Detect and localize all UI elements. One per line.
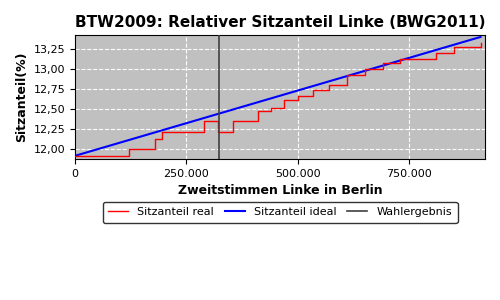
Sitzanteil ideal bbox=[267, 97, 273, 101]
Sitzanteil ideal bbox=[404, 57, 410, 60]
Sitzanteil ideal bbox=[314, 83, 320, 87]
Y-axis label: Sitzanteil(%): Sitzanteil(%) bbox=[15, 52, 28, 142]
Title: BTW2009: Relativer Sitzanteil Linke (BWG2011): BTW2009: Relativer Sitzanteil Linke (BWG… bbox=[75, 15, 486, 30]
Line: Sitzanteil real: Sitzanteil real bbox=[75, 44, 480, 156]
Sitzanteil ideal bbox=[264, 98, 270, 101]
Sitzanteil real bbox=[230, 119, 236, 123]
Sitzanteil real bbox=[326, 83, 332, 87]
Sitzanteil real bbox=[72, 154, 78, 158]
Line: Sitzanteil ideal: Sitzanteil ideal bbox=[75, 37, 480, 156]
Sitzanteil real bbox=[112, 154, 118, 158]
Sitzanteil real bbox=[478, 42, 484, 45]
Sitzanteil ideal bbox=[478, 35, 484, 39]
Sitzanteil real bbox=[86, 154, 91, 158]
Sitzanteil ideal bbox=[292, 90, 298, 93]
Sitzanteil real bbox=[344, 83, 350, 87]
Sitzanteil ideal bbox=[468, 38, 474, 42]
Sitzanteil real bbox=[179, 130, 185, 134]
Sitzanteil ideal bbox=[72, 154, 78, 158]
X-axis label: Zweitstimmen Linke in Berlin: Zweitstimmen Linke in Berlin bbox=[178, 184, 382, 197]
Legend: Sitzanteil real, Sitzanteil ideal, Wahlergebnis: Sitzanteil real, Sitzanteil ideal, Wahle… bbox=[102, 202, 458, 223]
